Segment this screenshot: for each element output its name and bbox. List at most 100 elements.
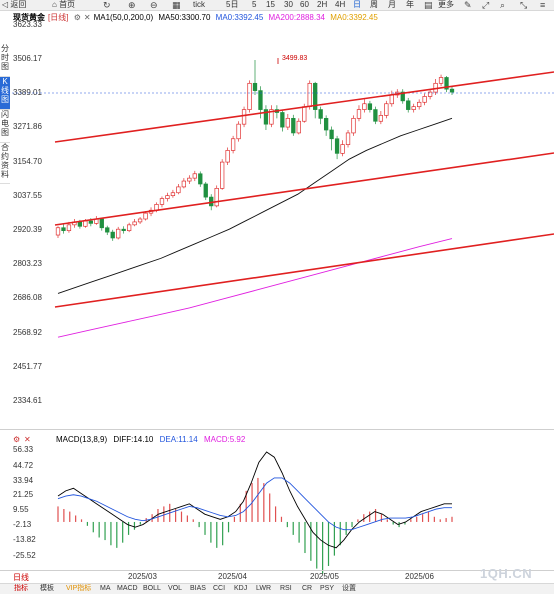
period-day[interactable]: 日 xyxy=(353,0,361,9)
side-tab-flash[interactable]: 闪电图 xyxy=(0,110,10,143)
period-month[interactable]: 月 xyxy=(388,0,396,9)
macd-histogram-bar xyxy=(180,511,183,522)
indicator-tab[interactable]: VIP指标 xyxy=(66,585,92,592)
menu-icon[interactable]: ≡ xyxy=(540,0,546,10)
macd-close-icon[interactable]: ✕ xyxy=(24,435,31,444)
period-60[interactable]: 60 xyxy=(300,0,309,9)
x-tick-label: 2025/05 xyxy=(310,572,339,581)
y-tick-label: 3389.01 xyxy=(13,88,42,97)
candle-body xyxy=(449,88,455,93)
back-button[interactable]: ◁ 返回 xyxy=(2,0,27,9)
indicator-bar: 指标 模板 VIP指标 MA MACD BOLL VOL BIAS CCI KD… xyxy=(0,583,554,594)
indicator-tab[interactable]: 指标 xyxy=(14,585,28,592)
indicator-tab[interactable]: 模板 xyxy=(40,585,54,592)
indicator-tab[interactable]: CR xyxy=(302,585,313,592)
candle-body xyxy=(351,117,356,134)
chart-legend: 现货黄金 [日线] ⚙ ✕ MA1(50,0,200,0) MA50:3300.70 … xyxy=(13,12,381,24)
candle-body xyxy=(400,91,405,102)
macd-y-tick: 9.55 xyxy=(13,505,29,514)
period-2h[interactable]: 2H xyxy=(317,0,328,9)
trend-channel-upper xyxy=(54,71,554,143)
side-tab-timeshare[interactable]: 分时图 xyxy=(0,44,10,77)
back-label: 返回 xyxy=(10,0,27,9)
indicator-tab[interactable]: CCI xyxy=(213,585,226,592)
fullscreen-icon[interactable]: ⤡ xyxy=(520,0,528,10)
period-year[interactable]: 年 xyxy=(406,0,414,9)
macd-y-tick: -13.82 xyxy=(13,535,36,544)
indicator-tab[interactable]: RSI xyxy=(280,585,292,592)
indicator-tab[interactable]: LWR xyxy=(256,585,272,592)
macd-y-tick: 21.25 xyxy=(13,490,34,499)
period-tag: [日线] xyxy=(48,13,69,22)
indicator-tab[interactable]: VOL xyxy=(168,585,183,592)
period-5day[interactable]: 5日 xyxy=(226,0,239,9)
search-icon[interactable]: ⌕ xyxy=(500,0,506,10)
settings-gear-icon[interactable]: ⚙ xyxy=(73,13,81,22)
period-week[interactable]: 周 xyxy=(370,0,378,9)
candle-body xyxy=(77,221,83,227)
candle-body xyxy=(307,82,312,108)
macd-diff-value: DIFF:14.10 xyxy=(113,435,154,444)
layout-icon[interactable]: ▦ xyxy=(172,0,181,10)
home-button[interactable]: ⌂ 首页 xyxy=(52,0,76,9)
indicator-label: MA1(50,0,200,0) xyxy=(93,13,154,22)
grid-icon[interactable]: ▤ xyxy=(424,0,433,10)
more-button[interactable]: 更多 xyxy=(438,0,454,9)
macd-settings-icon[interactable]: ⚙ xyxy=(13,435,21,444)
period-4h[interactable]: 4H xyxy=(335,0,346,9)
side-tab-kline[interactable]: K线图 xyxy=(0,77,10,110)
candle-body xyxy=(417,101,422,108)
candle-body xyxy=(225,150,230,163)
close-x-icon[interactable]: ✕ xyxy=(83,13,91,22)
side-tab-contract[interactable]: 合约资料 xyxy=(0,143,10,184)
candle-body xyxy=(236,123,241,140)
candle-body xyxy=(280,112,285,128)
tick-button[interactable]: tick xyxy=(193,0,205,9)
macd-histogram-bar xyxy=(416,516,418,522)
period-selector[interactable]: 日线 xyxy=(13,573,29,582)
watermark-logo: 1QH.CN xyxy=(480,566,533,581)
candle-body xyxy=(176,186,181,194)
indicator-tab[interactable]: PSY xyxy=(320,585,335,592)
crosshair-icon[interactable]: ⤢ xyxy=(482,0,490,10)
macd-histogram-bar xyxy=(98,521,100,538)
zoom-out-icon[interactable]: ⊖ xyxy=(150,0,158,10)
refresh-icon[interactable]: ↻ xyxy=(103,0,111,10)
candle-body xyxy=(367,103,373,110)
candle-body xyxy=(362,103,367,110)
indicator-tab[interactable]: KDJ xyxy=(234,585,248,592)
indicator-tab[interactable]: MA xyxy=(100,585,111,592)
candle-body xyxy=(230,138,236,151)
macd-histogram-bar xyxy=(304,521,306,554)
period-15[interactable]: 15 xyxy=(266,0,275,9)
candle-body xyxy=(143,212,148,220)
candle-body xyxy=(302,106,307,122)
period-5[interactable]: 5 xyxy=(252,0,257,9)
period-30[interactable]: 30 xyxy=(284,0,293,9)
macd-diff-line xyxy=(57,451,452,549)
indicator-tab[interactable]: BOLL xyxy=(143,585,161,592)
macd-histogram-bar xyxy=(433,516,435,522)
macd-histogram-bar xyxy=(374,508,377,522)
macd-histogram-bar xyxy=(186,515,188,522)
candle-body xyxy=(345,132,351,145)
y-tick-label: 3506.17 xyxy=(13,54,42,63)
macd-histogram-bar xyxy=(116,521,118,548)
y-tick-label: 3271.86 xyxy=(13,122,42,131)
macd-histogram-bar xyxy=(369,511,371,522)
candle-body xyxy=(296,120,301,134)
candle-body xyxy=(340,144,345,154)
macd-histogram-bar xyxy=(122,521,124,543)
indicator-tab[interactable]: BIAS xyxy=(190,585,206,592)
indicator-tab[interactable]: 设置 xyxy=(342,585,356,592)
macd-histogram-bar xyxy=(339,521,341,546)
zoom-in-icon[interactable]: ⊕ xyxy=(128,0,136,10)
pane-separator[interactable] xyxy=(0,429,554,430)
indicator-tab[interactable]: MACD xyxy=(117,585,138,592)
macd-histogram-bar xyxy=(427,511,430,522)
drawing-tool-icon[interactable]: ✎ xyxy=(464,0,472,10)
macd-histogram-bar xyxy=(280,516,283,522)
y-tick-label: 2803.23 xyxy=(13,259,42,268)
macd-histogram-bar xyxy=(110,521,112,546)
